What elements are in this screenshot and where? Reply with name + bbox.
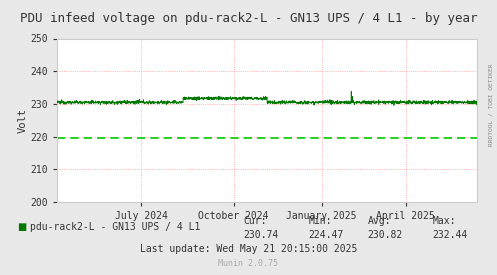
Text: 230.74: 230.74 [244, 230, 279, 240]
Text: Max:: Max: [432, 216, 456, 226]
Text: Avg:: Avg: [368, 216, 391, 226]
Y-axis label: Volt: Volt [18, 108, 28, 133]
Text: Last update: Wed May 21 20:15:00 2025: Last update: Wed May 21 20:15:00 2025 [140, 244, 357, 254]
Text: RRDTOOL / TOBI OETIKER: RRDTOOL / TOBI OETIKER [489, 63, 494, 146]
Text: 224.47: 224.47 [308, 230, 343, 240]
Text: Min:: Min: [308, 216, 331, 226]
Text: Cur:: Cur: [244, 216, 267, 226]
Text: 230.82: 230.82 [368, 230, 403, 240]
Text: PDU infeed voltage on pdu-rack2-L - GN13 UPS / 4 L1 - by year: PDU infeed voltage on pdu-rack2-L - GN13… [20, 12, 477, 25]
Text: ■: ■ [17, 222, 27, 232]
Text: pdu-rack2-L - GN13 UPS / 4 L1: pdu-rack2-L - GN13 UPS / 4 L1 [30, 222, 200, 232]
Text: Munin 2.0.75: Munin 2.0.75 [219, 260, 278, 268]
Text: 232.44: 232.44 [432, 230, 468, 240]
